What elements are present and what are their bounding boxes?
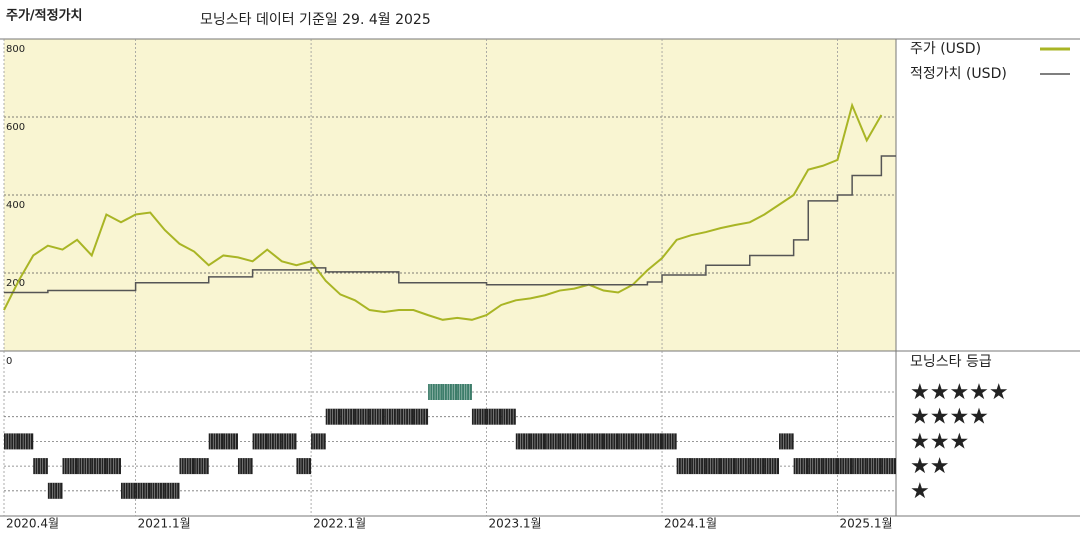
rating-bar — [662, 433, 677, 450]
rating-bar — [457, 384, 472, 400]
rating-bar — [705, 458, 721, 475]
rating-bar — [574, 433, 589, 450]
rating-bar — [530, 433, 546, 450]
rating-bar — [515, 433, 531, 450]
chart-subtitle: 모닝스타 데이터 기준일 29. 4월 2025 — [200, 12, 431, 28]
y-tick-label: 800 — [6, 44, 25, 55]
rating-bar — [340, 408, 355, 425]
rating-bar — [4, 433, 19, 450]
rating-bar — [369, 408, 385, 425]
rating-bar — [91, 458, 107, 475]
rating-bar — [33, 458, 48, 475]
rating-bar — [559, 433, 575, 450]
rating-bar — [150, 482, 165, 499]
legend-label: 주가 (USD) — [910, 41, 981, 57]
rating-bar — [325, 408, 341, 425]
rating-bar — [398, 408, 414, 425]
rating-bar — [779, 433, 794, 450]
rating-label: ★★ — [910, 454, 949, 479]
rating-bar — [179, 458, 195, 475]
rating-bar — [501, 408, 516, 425]
rating-bar — [808, 458, 823, 475]
x-tick-label: 2021.1월 — [138, 517, 191, 531]
rating-bar — [384, 408, 399, 425]
rating-bar — [106, 458, 121, 475]
x-tick-label: 2020.4월 — [6, 517, 59, 531]
rating-bar — [237, 458, 253, 475]
x-tick-label: 2025.1월 — [840, 517, 893, 531]
rating-bar — [837, 458, 853, 475]
rating-bar — [413, 408, 429, 425]
rating-bar — [164, 482, 180, 499]
rating-bar — [632, 433, 648, 450]
rating-title: 모닝스타 등급 — [910, 354, 992, 370]
rating-label: ★★★★★ — [910, 380, 1009, 405]
rating-bar — [428, 384, 443, 400]
rating-bar — [223, 433, 238, 450]
rating-bar — [720, 458, 736, 475]
rating-bar — [866, 458, 882, 475]
rating-bar — [120, 482, 136, 499]
rating-bar — [852, 458, 867, 475]
rating-bar — [442, 384, 458, 400]
rating-bar — [208, 433, 224, 450]
rating-bar — [793, 458, 809, 475]
y-tick-label: 400 — [6, 200, 25, 211]
y-tick-label: 600 — [6, 122, 25, 133]
rating-bar — [822, 458, 838, 475]
rating-bar — [252, 433, 268, 450]
rating-bar — [311, 433, 326, 450]
rating-label: ★ — [910, 479, 930, 504]
series-line — [3, 102, 883, 321]
rating-label: ★★★ — [910, 429, 969, 454]
rating-bar — [354, 408, 370, 425]
rating-bar — [749, 458, 765, 475]
rating-bar — [471, 408, 487, 425]
rating-bar — [764, 458, 780, 475]
rating-bar — [267, 433, 282, 450]
rating-bar — [47, 482, 63, 499]
rating-bar — [18, 433, 34, 450]
rating-bar — [281, 433, 297, 450]
rating-bar — [194, 458, 209, 475]
rating-bar — [588, 433, 604, 450]
rating-label: ★★★★ — [910, 405, 989, 430]
rating-bar — [62, 458, 78, 475]
rating-bar — [618, 433, 633, 450]
rating-bar — [77, 458, 92, 475]
y-tick-label: 0 — [6, 356, 12, 367]
x-tick-label: 2022.1월 — [313, 517, 366, 531]
rating-bar — [135, 482, 151, 499]
rating-bar — [735, 458, 750, 475]
x-tick-label: 2024.1월 — [664, 517, 717, 531]
rating-bar — [881, 458, 896, 475]
chart-title: 주가/적정가치 — [6, 8, 83, 24]
x-tick-label: 2023.1월 — [489, 517, 542, 531]
series-line — [4, 155, 896, 294]
rating-bar — [676, 458, 692, 475]
rating-bar — [545, 433, 560, 450]
rating-bar — [486, 408, 502, 425]
legend-label: 적정가치 (USD) — [910, 66, 1007, 82]
rating-bar — [647, 433, 663, 450]
rating-bar — [691, 458, 706, 475]
y-tick-label: 200 — [6, 278, 25, 289]
rating-bar — [603, 433, 619, 450]
rating-bar — [296, 458, 312, 475]
